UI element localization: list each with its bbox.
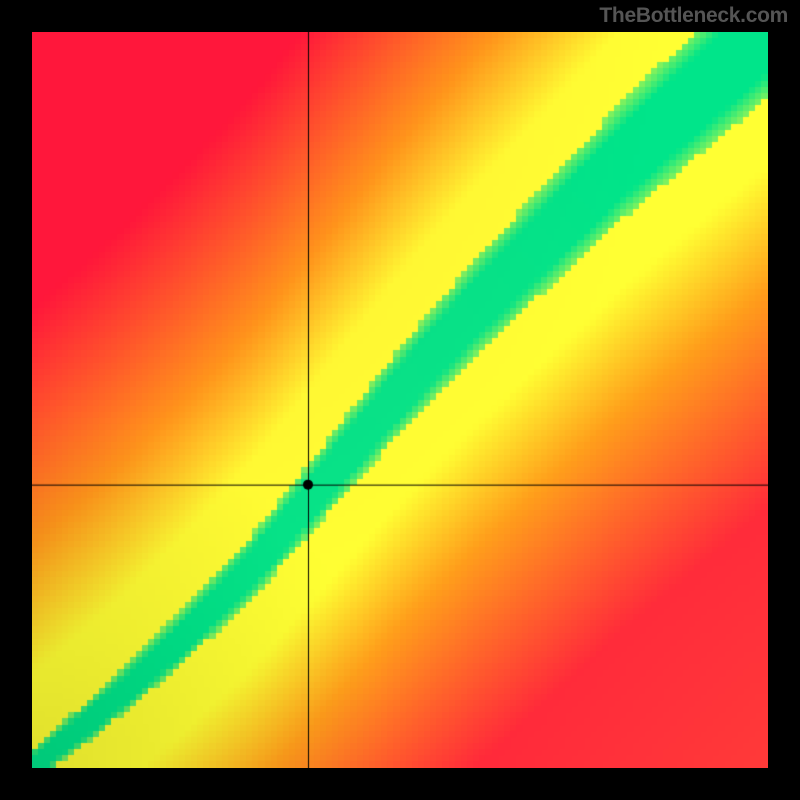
bottleneck-heatmap [32,32,768,768]
chart-container: TheBottleneck.com [0,0,800,800]
attribution-text: TheBottleneck.com [599,4,788,28]
